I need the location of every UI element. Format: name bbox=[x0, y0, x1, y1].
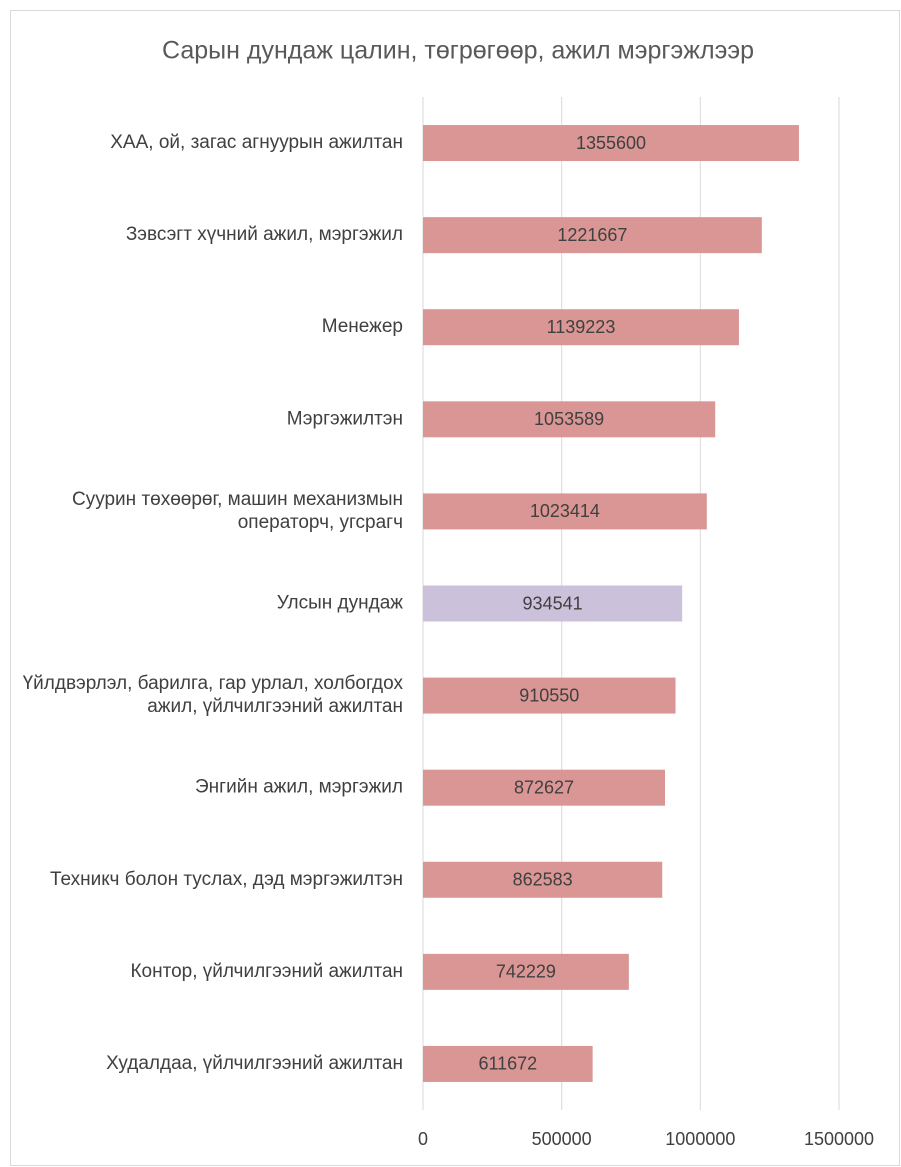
y-tick-label: Менежер bbox=[322, 316, 403, 337]
value-label: 934541 bbox=[523, 593, 583, 613]
bar bbox=[423, 585, 683, 622]
y-tick-label: Улсын дундаж bbox=[277, 593, 404, 614]
x-tick-label: 1500000 bbox=[804, 1129, 874, 1149]
bar bbox=[423, 769, 666, 806]
value-label: 872627 bbox=[514, 777, 574, 797]
value-label: 742229 bbox=[496, 962, 556, 982]
x-tick-label: 0 bbox=[418, 1129, 428, 1149]
y-tick-label: ХАА, ой, загас агнуурын ажилтан bbox=[110, 132, 403, 153]
y-tick-label: Үйлдвэрлэл, барилга, гар урлал, холбогдо… bbox=[23, 673, 404, 717]
chart-title: Сарын дундаж цалин, төгрөгөөр, ажил мэрг… bbox=[162, 37, 754, 65]
value-label: 1139223 bbox=[547, 317, 616, 337]
value-label: 910550 bbox=[519, 685, 579, 705]
x-tick-label: 1000000 bbox=[665, 1129, 735, 1149]
bar bbox=[423, 217, 762, 254]
value-label: 611672 bbox=[478, 1054, 537, 1074]
y-tick-label: Техникч болон туслах, дэд мэргэжилтэн bbox=[50, 869, 403, 890]
bar bbox=[423, 953, 629, 990]
x-tick-label: 500000 bbox=[532, 1129, 592, 1149]
value-label: 862583 bbox=[513, 870, 573, 890]
bar bbox=[423, 309, 739, 346]
y-tick-label: Энгийн ажил, мэргэжил bbox=[195, 777, 403, 798]
bar bbox=[423, 401, 716, 438]
bar bbox=[423, 1045, 593, 1082]
y-tick-label: Мэргэжилтэн bbox=[287, 408, 403, 429]
value-label: 1355600 bbox=[576, 133, 646, 153]
y-tick-label: Суурин төхөөрөг, машин механизмын операто… bbox=[72, 489, 403, 533]
value-label: 1023414 bbox=[530, 501, 600, 521]
y-tick-label: Контор, үйлчилгээний ажилтан bbox=[130, 961, 403, 982]
bar bbox=[423, 677, 676, 714]
bar bbox=[423, 861, 663, 898]
value-label: 1221667 bbox=[557, 225, 627, 245]
bar bbox=[423, 125, 799, 162]
value-label: 1053589 bbox=[534, 409, 604, 429]
bar bbox=[423, 493, 707, 530]
y-tick-label: Худалдаа, үйлчилгээний ажилтан bbox=[106, 1053, 403, 1074]
y-tick-label: Зэвсэгт хүчний ажил, мэргэжил bbox=[126, 224, 403, 245]
